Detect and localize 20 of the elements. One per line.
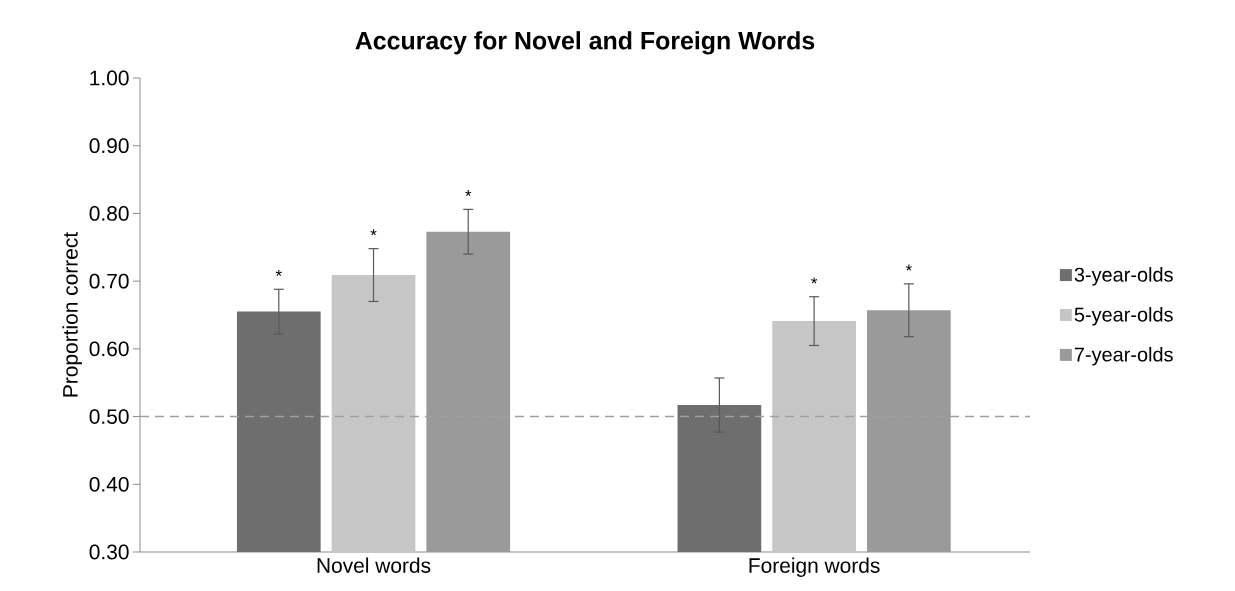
data-label: * [465,190,472,197]
x-tick-label: Foreign words [749,557,880,578]
data-label: * [370,229,377,236]
data-label: * [275,270,282,276]
y-tick-label: 0.70 [89,273,129,289]
legend-label: 3-year-olds [1074,267,1173,286]
y-tick-label: 0.80 [89,206,129,221]
y-tick-label: 0.30 [89,544,129,560]
y-tick-label: 0.90 [89,138,129,154]
y-tick-label: 0.40 [89,476,129,492]
y-tick-label: 0.50 [89,409,129,424]
data-label: * [811,277,818,284]
y-tick-label: 0.60 [89,341,129,357]
chart-title: Accuracy for Novel and Foreign Words [355,31,815,55]
x-tick-label: Novel words [317,557,431,573]
y-tick-label: 1.00 [90,70,129,86]
y-axis-title: Proportion correct [62,232,82,397]
legend-label: 7-year-olds [1074,346,1173,366]
legend-label: 5-year-olds [1074,307,1173,326]
data-label: * [905,264,912,271]
